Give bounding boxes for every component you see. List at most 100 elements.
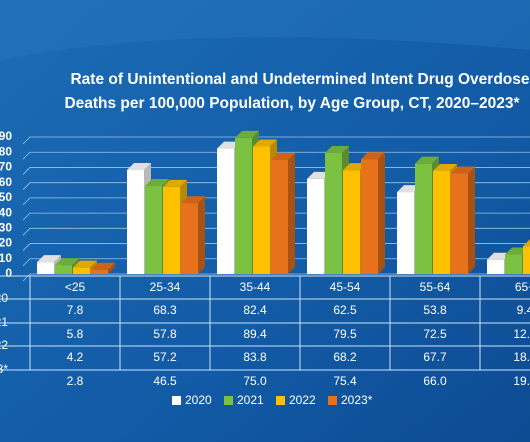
bar xyxy=(55,265,72,274)
bar xyxy=(361,159,378,274)
bar-top xyxy=(433,163,457,171)
bar xyxy=(523,246,530,274)
bar xyxy=(307,178,324,274)
legend-label: 2023* xyxy=(341,393,373,407)
table-cell: 4.2 xyxy=(67,350,84,364)
y-tick-label: 0 xyxy=(5,266,12,280)
table-cell: 68.2 xyxy=(333,350,357,364)
table-cell: 75.4 xyxy=(333,374,357,388)
table-cell: 83.8 xyxy=(243,350,267,364)
bar-top xyxy=(271,152,295,160)
x-tick-label: 45-54 xyxy=(330,280,361,294)
table-cell: 82.4 xyxy=(243,303,267,317)
table-cell: 89.4 xyxy=(243,327,267,341)
bar-top xyxy=(361,152,385,160)
bar xyxy=(127,170,144,274)
bar xyxy=(91,269,108,274)
bar xyxy=(433,170,450,274)
y-tick-label: 80 xyxy=(0,144,12,158)
bar-top xyxy=(163,179,187,187)
bar-top xyxy=(73,260,97,268)
y-tick-label: 70 xyxy=(0,160,12,174)
bar-top xyxy=(127,163,151,171)
row-label: 2021 xyxy=(0,315,8,329)
table-cell: 19.2 xyxy=(513,374,530,388)
legend-label: 2022 xyxy=(289,393,316,407)
table-cell: 5.8 xyxy=(67,327,84,341)
row-label: 2022 xyxy=(0,338,8,352)
bar xyxy=(145,186,162,274)
bar xyxy=(217,148,234,274)
table-cell: 18.3 xyxy=(513,350,530,364)
bar xyxy=(415,163,432,274)
bar xyxy=(73,267,90,274)
y-tick-label: 30 xyxy=(0,221,12,235)
bar-top xyxy=(181,196,205,204)
bar xyxy=(487,259,504,274)
bar-side xyxy=(198,196,205,274)
bar-top xyxy=(325,145,349,153)
grid-line xyxy=(22,136,530,145)
table-cell: 57.8 xyxy=(153,327,177,341)
y-tick-label: 90 xyxy=(0,129,12,143)
legend-swatch xyxy=(276,396,285,405)
table-cell: 9.4 xyxy=(517,303,530,317)
x-tick-label: 25-34 xyxy=(150,280,181,294)
table-cell: 46.5 xyxy=(153,374,177,388)
bar xyxy=(397,192,414,274)
bar xyxy=(343,170,360,274)
table-cell: 7.8 xyxy=(67,303,84,317)
grid-line xyxy=(22,151,530,160)
x-tick-label: 65+ xyxy=(515,280,530,294)
table-cell: 72.5 xyxy=(423,327,447,341)
bar-side xyxy=(468,166,475,274)
bar-top xyxy=(235,130,259,138)
bar xyxy=(37,262,54,274)
bar xyxy=(505,254,522,274)
table-cell: 66.0 xyxy=(423,374,447,388)
y-tick-label: 50 xyxy=(0,190,12,204)
legend-label: 2021 xyxy=(237,393,264,407)
bar-top xyxy=(523,239,530,247)
bar xyxy=(181,203,198,274)
bar-top xyxy=(37,255,61,263)
table-cell: 68.3 xyxy=(153,303,177,317)
table-cell: 57.2 xyxy=(153,350,177,364)
bar xyxy=(253,146,270,274)
chart-title: Deaths per 100,000 Population, by Age Gr… xyxy=(64,95,520,112)
y-tick-label: 10 xyxy=(0,251,12,265)
bar-top xyxy=(55,258,79,266)
table-cell: 79.5 xyxy=(333,327,357,341)
x-tick-label: 35-44 xyxy=(240,280,271,294)
y-tick-label: 60 xyxy=(0,175,12,189)
bar-side xyxy=(288,152,295,274)
bar-top xyxy=(415,156,439,164)
legend-swatch xyxy=(172,396,181,405)
row-label: 2020 xyxy=(0,291,8,305)
legend-label: 2020 xyxy=(185,393,212,407)
bar-side xyxy=(108,262,115,274)
y-tick-label: 40 xyxy=(0,205,12,219)
table-cell: 62.5 xyxy=(333,303,357,317)
bar-top xyxy=(451,166,475,174)
legend-swatch xyxy=(224,396,233,405)
bar-top xyxy=(145,179,169,187)
legend-swatch xyxy=(328,396,337,405)
bar-side xyxy=(378,152,385,274)
bar xyxy=(235,137,252,274)
y-tick-label: 20 xyxy=(0,236,12,250)
bar xyxy=(451,173,468,274)
bar-top xyxy=(91,262,115,270)
grid-line xyxy=(22,273,530,282)
bar xyxy=(271,159,288,274)
background-wave xyxy=(0,0,530,60)
bar-top xyxy=(253,139,277,147)
row-label: 2023* xyxy=(0,362,8,376)
bar xyxy=(325,152,342,274)
table-cell: 67.7 xyxy=(423,350,447,364)
table-cell: 75.0 xyxy=(243,374,267,388)
x-tick-label: <25 xyxy=(65,280,86,294)
table-cell: 12.8 xyxy=(513,327,530,341)
